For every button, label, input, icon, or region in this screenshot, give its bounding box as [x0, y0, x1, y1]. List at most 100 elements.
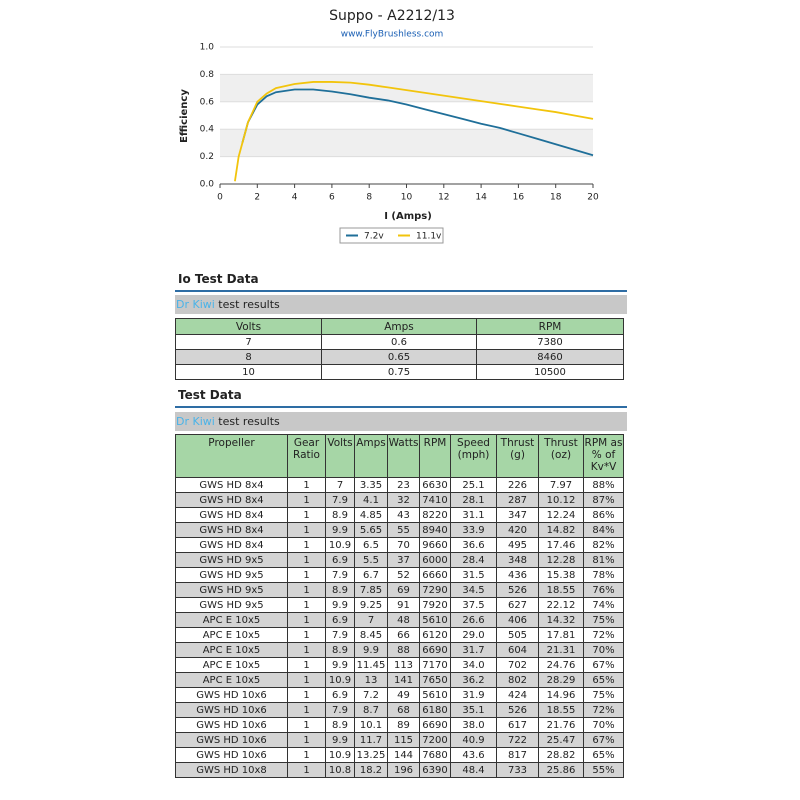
table-cell: 10.9 — [325, 747, 355, 763]
table-cell: 25.86 — [538, 762, 584, 778]
header-cell: Thrust (g) — [496, 434, 539, 478]
table-cell: 12.28 — [538, 552, 584, 568]
table-cell: 8.45 — [354, 627, 388, 643]
table-cell: APC E 10x5 — [175, 672, 288, 688]
header-cell: Volts — [325, 434, 355, 478]
header-cell: Amps — [321, 318, 477, 335]
table-cell: 0.65 — [321, 349, 477, 365]
header-cell: RPM — [476, 318, 624, 335]
table-cell: 113 — [387, 657, 420, 673]
table-cell: 8.9 — [325, 642, 355, 658]
table-cell: 6390 — [419, 762, 451, 778]
table-cell: 7.85 — [354, 582, 388, 598]
table-cell: 7.97 — [538, 477, 584, 493]
table-cell: 1 — [287, 582, 326, 598]
table-row: APC E 10x5 1 9.9 11.45 113 7170 34.0 702 24.76 67… — [175, 657, 624, 673]
table-cell: 5610 — [419, 612, 451, 628]
table-cell: 28.29 — [538, 672, 584, 688]
table-row: GWS HD 8x4 1 9.9 5.65 55 8940 33.9 420 14.82 84% — [175, 522, 624, 538]
table-cell: 627 — [496, 597, 539, 613]
table-cell: 817 — [496, 747, 539, 763]
series-line — [241, 88, 594, 157]
chart-title: Suppo - A2212/13 — [329, 8, 455, 24]
table-cell: 18.55 — [538, 702, 584, 718]
table-cell: 31.9 — [450, 687, 497, 703]
table-cell: 7.9 — [325, 702, 355, 718]
table-cell: 8.9 — [325, 717, 355, 733]
author-link[interactable]: Dr Kiwi — [176, 415, 215, 428]
table-cell: 36.6 — [450, 537, 497, 553]
header-cell: Watts — [387, 434, 420, 478]
table-cell: 7.2 — [354, 687, 388, 703]
table-cell: 4.1 — [354, 492, 388, 508]
table-cell: 7380 — [476, 334, 624, 350]
series-line — [234, 81, 594, 182]
table-cell: 196 — [387, 762, 420, 778]
table-cell: 1 — [287, 657, 326, 673]
y-tick-label: 0.8 — [200, 70, 215, 80]
table-cell: 1 — [287, 522, 326, 538]
table-cell: APC E 10x5 — [175, 612, 288, 628]
header-row: Volts Amps RPM — [175, 318, 624, 335]
table-cell: 48.4 — [450, 762, 497, 778]
table-cell: 6690 — [419, 642, 451, 658]
table-cell: 55 — [387, 522, 420, 538]
legend-label: 11.1v — [416, 232, 442, 242]
table-cell: 82% — [583, 537, 624, 553]
table-cell: GWS HD 10x6 — [175, 687, 288, 703]
table-cell: 75% — [583, 687, 624, 703]
caption: test results — [214, 298, 280, 311]
table-cell: 10.8 — [325, 762, 355, 778]
x-tick-label: 2 — [254, 193, 260, 203]
table-cell: 10.12 — [538, 492, 584, 508]
author-link[interactable]: Dr Kiwi — [176, 298, 215, 311]
x-axis-label: I (Amps) — [384, 211, 432, 222]
table-cell: 37 — [387, 552, 420, 568]
table-row: GWS HD 9x5 1 9.9 9.25 91 7920 37.5 627 22.12 74% — [175, 597, 624, 613]
table-row: GWS HD 10x6 1 6.9 7.2 49 5610 31.9 424 14.96 75% — [175, 687, 624, 703]
table-cell: 43 — [387, 507, 420, 523]
table-row: GWS HD 8x4 1 7.9 4.1 32 7410 28.1 287 10.12 87% — [175, 492, 624, 508]
table-cell: 37.5 — [450, 597, 497, 613]
table-cell: 29.0 — [450, 627, 497, 643]
table-cell: APC E 10x5 — [175, 642, 288, 658]
table-cell: 3.35 — [354, 477, 388, 493]
y-axis-label: Efficiency — [179, 89, 190, 143]
table-cell: 226 — [496, 477, 539, 493]
table-cell: 7.9 — [325, 492, 355, 508]
table-cell: 5.5 — [354, 552, 388, 568]
plot-band — [220, 74, 593, 102]
table-row: GWS HD 9x5 1 8.9 7.85 69 7290 34.5 526 18.55 76% — [175, 582, 624, 598]
table-row: GWS HD 10x6 1 10.9 13.25 144 7680 43.6 817 28.82… — [175, 747, 624, 763]
table-cell: 28.82 — [538, 747, 584, 763]
io-table: Volts Amps RPM 7 0.6 7380 8 0.65 8460 10 0.75 10500 — [175, 318, 624, 380]
table-cell: 31.1 — [450, 507, 497, 523]
table-cell: 9660 — [419, 537, 451, 553]
table-cell: 34.0 — [450, 657, 497, 673]
table-cell: 87% — [583, 492, 624, 508]
table-row: APC E 10x5 1 7.9 8.45 66 6120 29.0 505 17.81 72% — [175, 627, 624, 643]
table-cell: GWS HD 9x5 — [175, 582, 288, 598]
x-tick-label: 14 — [475, 193, 487, 203]
table-cell: 43.6 — [450, 747, 497, 763]
table-cell: 1 — [287, 537, 326, 553]
table-cell: 24.76 — [538, 657, 584, 673]
caption: test results — [214, 415, 280, 428]
chart-subtitle[interactable]: www.FlyBrushless.com — [341, 30, 444, 40]
x-tick-label: 20 — [587, 193, 599, 203]
y-tick-label: 0.0 — [200, 180, 215, 190]
table-cell: 18.2 — [354, 762, 388, 778]
table-cell: 9.9 — [325, 522, 355, 538]
section-heading: Test Data — [178, 388, 242, 402]
table-cell: 0.6 — [321, 334, 477, 350]
table-cell: 8940 — [419, 522, 451, 538]
table-cell: 22.12 — [538, 597, 584, 613]
table-cell: 1 — [287, 687, 326, 703]
table-cell: 7.9 — [325, 627, 355, 643]
table-row: GWS HD 10x6 1 7.9 8.7 68 6180 35.1 526 18.55 72% — [175, 702, 624, 718]
table-cell: 604 — [496, 642, 539, 658]
table-cell: 74% — [583, 597, 624, 613]
table-cell: 6.9 — [325, 552, 355, 568]
table-cell: 72% — [583, 702, 624, 718]
